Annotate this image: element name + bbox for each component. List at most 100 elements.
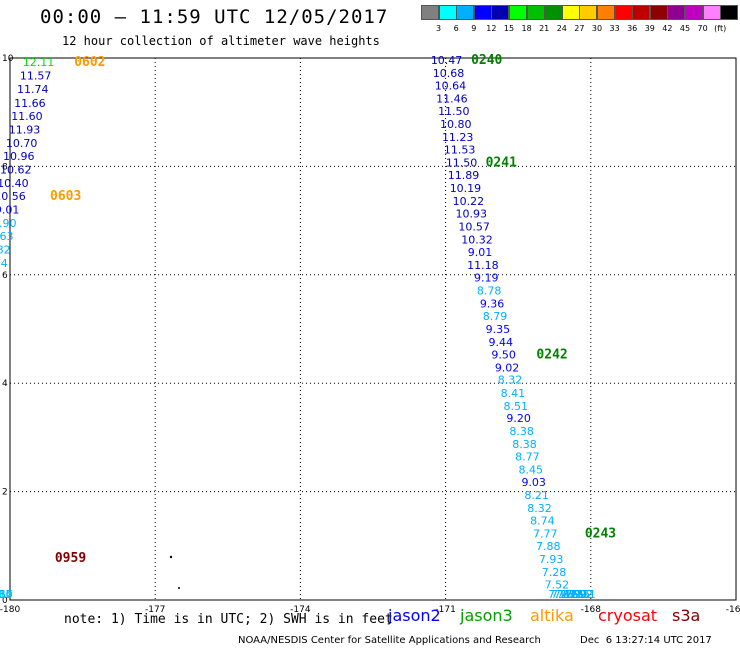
- wave-height-label: 11.23: [442, 131, 474, 144]
- y-tick-label: 6: [2, 271, 8, 281]
- wave-height-label: 9.50: [491, 348, 516, 361]
- wave-height-label: 7.28: [542, 566, 567, 579]
- wave-height-label: 8.38: [512, 438, 537, 451]
- wave-height-label: 9.01: [468, 246, 493, 259]
- page-title: 00:00 — 11:59 UTC 12/05/2017: [40, 6, 389, 28]
- wave-height-label: 7.88: [536, 540, 561, 553]
- legend-swatch: [561, 5, 580, 20]
- wave-height-label: 6.30: [0, 588, 13, 601]
- legend-label: 21: [539, 24, 550, 33]
- wave-height-label: 7.82: [0, 244, 11, 257]
- wave-height-label: 7.90: [0, 217, 16, 230]
- wave-height-label: 8.41: [501, 387, 526, 400]
- wave-height-label: 8.74: [530, 515, 555, 528]
- pass-time-label: 0241: [486, 155, 517, 170]
- pass-time-label: 0603: [50, 189, 81, 204]
- legend-swatch: [509, 5, 527, 20]
- map-frame: [9, 57, 737, 601]
- satellite-name: jason3: [460, 606, 513, 625]
- legend-swatch: [632, 5, 651, 20]
- wave-height-label: 10.96: [3, 150, 35, 163]
- wave-height-label: 8.77: [515, 451, 540, 464]
- legend-swatch: [667, 5, 686, 20]
- note-text: note: 1) Time is in UTC; 2) SWH is in fe…: [64, 612, 393, 627]
- y-tick-label: 10: [2, 54, 14, 64]
- legend-label: 30: [591, 24, 603, 33]
- legend-label: 18: [521, 24, 532, 33]
- legend-swatch: [720, 5, 739, 20]
- wave-height-label: 7.39: [557, 588, 582, 601]
- legend-label: 42: [662, 24, 673, 33]
- wave-height-label: 8.78: [477, 284, 502, 297]
- x-tick-label: -177: [145, 605, 165, 615]
- wave-height-label: 8.51: [504, 400, 529, 413]
- wave-height-label: 8.21: [524, 489, 549, 502]
- wave-height-label: 5.64: [0, 588, 13, 601]
- wave-height-label: 7.93: [539, 553, 564, 566]
- legend-label: 9: [471, 24, 477, 33]
- legend-swatch: [649, 5, 668, 20]
- legend-label: 45: [679, 24, 691, 33]
- y-tick-label: 0: [2, 596, 8, 606]
- wave-height-label: 7.77: [533, 528, 558, 541]
- legend-swatch: [491, 5, 510, 20]
- wave-height-label: 9.20: [506, 412, 531, 425]
- legend-swatch: [597, 5, 615, 20]
- wave-height-label: 10.40: [0, 177, 29, 190]
- legend-swatch: [421, 5, 439, 20]
- wave-height-label: 8.45: [519, 464, 544, 477]
- wave-height-label: 7.74: [0, 257, 8, 270]
- legend-label: 27: [574, 24, 585, 33]
- wave-height-label: 9.35: [486, 323, 511, 336]
- timestamp-text: Dec 6 13:27:14 UTC 2017: [580, 635, 712, 646]
- legend-label: 24: [556, 24, 567, 33]
- wave-height-label: 11.93: [9, 123, 41, 136]
- legend-label: 33: [609, 24, 620, 33]
- pass-time-label: 0240: [471, 53, 502, 68]
- wave-height-label: 7.63: [0, 230, 14, 243]
- legend-swatch: [614, 5, 633, 20]
- legend-swatch: [456, 5, 475, 20]
- wave-height-label: 11.57: [20, 70, 52, 83]
- wave-height-label: 9.01: [0, 204, 19, 217]
- satellite-name: cryosat: [598, 606, 658, 625]
- wave-height-label: 11.50: [438, 105, 470, 118]
- wave-height-label: 11.53: [444, 143, 476, 156]
- y-tick-label: 4: [2, 379, 8, 389]
- wave-height-label: 12.11: [23, 56, 55, 69]
- wave-height-label: 10.47: [431, 54, 463, 67]
- wave-height-label: 10.32: [461, 233, 493, 246]
- wave-height-label: 7.17: [548, 588, 573, 601]
- x-tick-label: -180: [0, 605, 20, 615]
- wave-height-label: 9.02: [495, 361, 520, 374]
- legend-swatch: [685, 5, 703, 20]
- wave-height-label: 10.70: [6, 137, 38, 150]
- wave-height-label: 10.56: [0, 190, 26, 203]
- wave-height-label: 11.18: [467, 259, 499, 272]
- wave-height-label: 9.36: [480, 297, 505, 310]
- wave-height-label: 10.57: [458, 220, 490, 233]
- legend-swatch: [544, 5, 563, 20]
- wave-height-label: 8.79: [483, 310, 508, 323]
- x-tick-label: -174: [290, 605, 311, 615]
- page-subtitle: 12 hour collection of altimeter wave hei…: [62, 34, 380, 48]
- y-tick-label: 2: [2, 488, 8, 498]
- x-tick-label: -168: [581, 605, 602, 615]
- x-tick-label: -171: [435, 605, 455, 615]
- legend-label: 70: [697, 24, 708, 33]
- wave-height-label: 9.44: [489, 336, 514, 349]
- y-tick-label: 8: [2, 162, 8, 172]
- wave-height-label: 11.60: [11, 110, 43, 123]
- wave-height-label: 7.25: [560, 588, 585, 601]
- legend-label: 15: [503, 24, 515, 33]
- wave-height-label: 9.19: [474, 271, 499, 284]
- wave-height-label: 11.74: [17, 83, 49, 96]
- satellite-name: jason2: [388, 606, 441, 625]
- wave-height-label: 11.46: [436, 92, 468, 105]
- wave-height-label: 10.64: [435, 79, 467, 92]
- wave-height-label: 10.19: [450, 182, 482, 195]
- wave-height-label: 11.89: [448, 169, 480, 182]
- wave-height-label: 6.31: [571, 588, 596, 601]
- credit-text: NOAA/NESDIS Center for Satellite Applica…: [238, 635, 541, 646]
